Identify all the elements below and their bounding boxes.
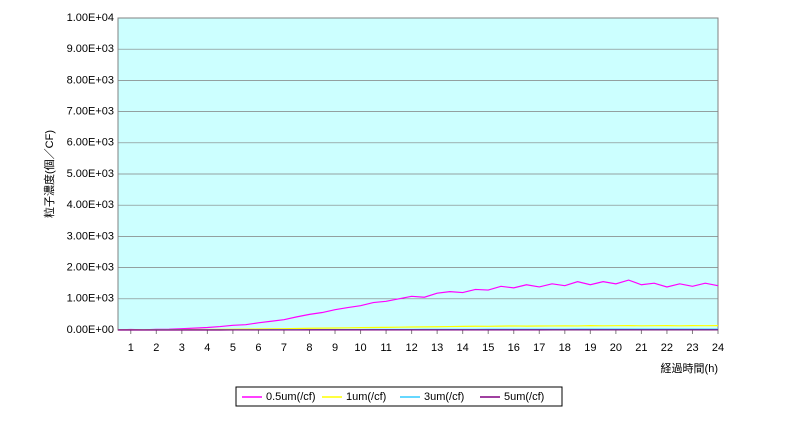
legend-label: 5um(/cf) <box>504 391 544 403</box>
y-axis-title: 粒子濃度(個／CF) <box>42 130 56 218</box>
x-tick-label: 8 <box>306 342 312 354</box>
x-tick-label: 11 <box>380 342 391 354</box>
x-tick-label: 4 <box>204 342 210 354</box>
legend-label: 3um(/cf) <box>424 391 464 403</box>
x-axis-title: 経過時間(h) <box>661 362 718 375</box>
y-tick-label: 3.00E+03 <box>67 230 114 242</box>
x-tick-label: 3 <box>179 342 185 354</box>
x-tick-label: 2 <box>153 342 159 354</box>
x-tick-label: 7 <box>281 342 287 354</box>
x-tick-label: 13 <box>431 342 443 354</box>
x-tick-label: 24 <box>712 342 724 354</box>
x-tick-label: 12 <box>405 342 417 354</box>
y-tick-label: 6.00E+03 <box>67 137 114 149</box>
x-tick-label: 22 <box>661 342 673 354</box>
x-tick-label: 23 <box>686 342 698 354</box>
x-tick-label: 16 <box>508 342 520 354</box>
x-tick-label: 19 <box>584 342 596 354</box>
y-tick-label: 2.00E+03 <box>67 262 114 274</box>
legend-label: 0.5um(/cf) <box>266 391 316 403</box>
x-tick-label: 10 <box>354 342 366 354</box>
x-tick-label: 18 <box>559 342 571 354</box>
x-tick-label: 15 <box>482 342 494 354</box>
y-tick-label: 0.00E+00 <box>67 324 114 336</box>
y-tick-label: 8.00E+03 <box>67 74 114 86</box>
x-tick-label: 21 <box>635 342 647 354</box>
x-tick-label: 5 <box>230 342 236 354</box>
y-tick-label: 1.00E+04 <box>67 12 114 24</box>
x-tick-label: 9 <box>332 342 338 354</box>
legend-label: 1um(/cf) <box>346 391 386 403</box>
x-tick-label: 1 <box>128 342 134 354</box>
x-tick-label: 17 <box>533 342 545 354</box>
y-tick-label: 1.00E+03 <box>67 293 114 305</box>
y-tick-label: 4.00E+03 <box>67 199 114 211</box>
x-tick-label: 6 <box>255 342 261 354</box>
y-tick-label: 5.00E+03 <box>67 168 114 180</box>
y-tick-label: 7.00E+03 <box>67 106 114 118</box>
x-tick-label: 14 <box>457 342 469 354</box>
x-tick-label: 20 <box>610 342 622 354</box>
y-tick-label: 9.00E+03 <box>67 43 114 55</box>
